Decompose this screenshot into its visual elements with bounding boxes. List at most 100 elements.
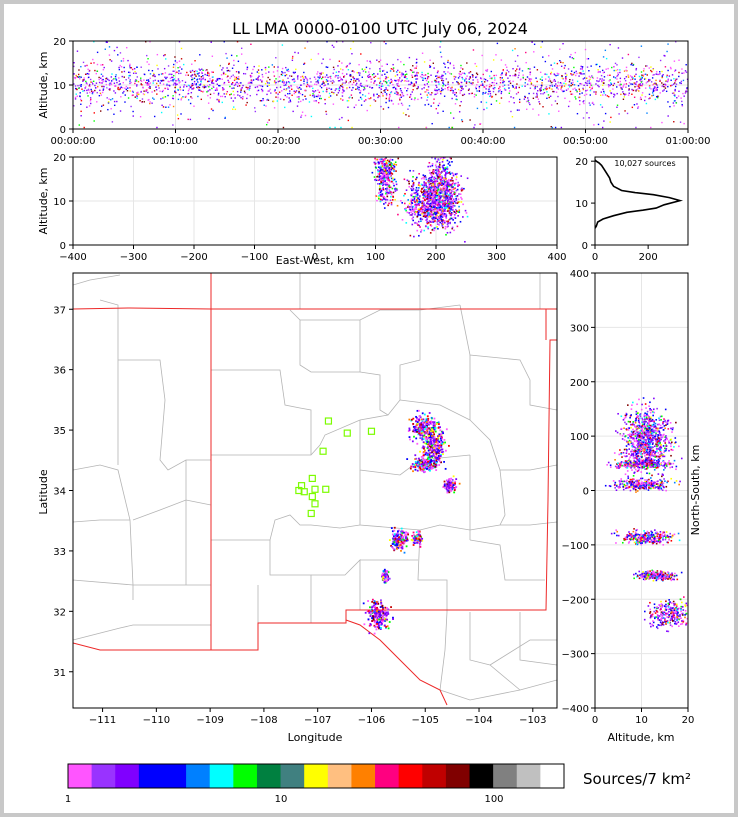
- source-point: [455, 98, 457, 101]
- source-point: [289, 100, 292, 103]
- source-point: [478, 85, 481, 88]
- source-point: [254, 107, 256, 109]
- source-point: [613, 69, 615, 72]
- source-point: [445, 190, 448, 193]
- source-point: [204, 78, 207, 81]
- source-point: [427, 419, 430, 422]
- source-point: [386, 165, 388, 168]
- source-point: [429, 165, 432, 168]
- source-point: [237, 76, 240, 78]
- source-point: [181, 68, 183, 70]
- source-point: [124, 87, 126, 89]
- source-point: [377, 183, 379, 185]
- source-point: [632, 64, 634, 66]
- source-point: [445, 153, 447, 155]
- source-point: [376, 158, 378, 161]
- source-point: [462, 88, 464, 90]
- source-point: [452, 173, 455, 176]
- source-point: [256, 93, 258, 96]
- source-point: [507, 77, 509, 79]
- source-point: [374, 75, 377, 78]
- source-point: [391, 173, 394, 175]
- source-point: [489, 95, 492, 97]
- source-point: [362, 94, 364, 96]
- source-point: [176, 71, 178, 73]
- source-point: [384, 150, 386, 152]
- source-point: [218, 100, 220, 102]
- source-point: [364, 88, 366, 90]
- source-point: [444, 169, 447, 171]
- source-point: [461, 198, 463, 200]
- source-point: [140, 90, 143, 93]
- source-point: [445, 195, 447, 197]
- source-point: [434, 427, 437, 429]
- source-point: [409, 69, 412, 71]
- source-point: [440, 205, 443, 208]
- source-point: [80, 103, 82, 105]
- source-point: [444, 190, 447, 193]
- source-point: [416, 71, 418, 74]
- source-point: [423, 188, 426, 191]
- source-point: [148, 69, 150, 72]
- source-point: [327, 83, 329, 85]
- source-point: [445, 217, 448, 220]
- source-point: [145, 81, 147, 84]
- source-point: [429, 232, 432, 234]
- source-point: [96, 91, 98, 94]
- source-point: [436, 218, 439, 221]
- source-point: [376, 199, 378, 202]
- source-point: [384, 182, 387, 185]
- source-point: [456, 151, 458, 153]
- source-point: [297, 75, 299, 77]
- source-point: [103, 66, 105, 69]
- source-point: [366, 60, 369, 62]
- source-point: [310, 81, 312, 83]
- source-point: [206, 74, 208, 76]
- source-point: [248, 81, 250, 84]
- source-point: [430, 463, 433, 466]
- source-point: [432, 439, 435, 442]
- source-point: [444, 192, 447, 194]
- source-point: [294, 51, 296, 54]
- source-point: [289, 92, 291, 95]
- source-point: [447, 220, 449, 223]
- source-point: [325, 113, 328, 115]
- source-point: [319, 95, 321, 97]
- source-point: [433, 170, 435, 172]
- source-point: [223, 88, 225, 90]
- source-point: [632, 77, 635, 79]
- source-point: [447, 71, 449, 73]
- source-point: [73, 62, 75, 64]
- source-point: [457, 185, 459, 188]
- source-point: [211, 87, 213, 90]
- source-point: [598, 65, 601, 68]
- source-point: [444, 84, 447, 87]
- source-point: [440, 77, 442, 80]
- source-point: [102, 104, 105, 106]
- source-point: [571, 74, 573, 76]
- source-point: [413, 435, 415, 438]
- source-point: [439, 183, 442, 186]
- source-point: [443, 177, 445, 179]
- source-point: [429, 421, 432, 423]
- source-point: [674, 70, 676, 72]
- source-point: [386, 198, 389, 201]
- source-point: [77, 85, 79, 87]
- source-point: [418, 181, 420, 184]
- lma-figure: LL LMA 0000-0100 UTC July 06, 2024 00:00…: [37, 19, 710, 805]
- source-point: [586, 112, 588, 114]
- source-point: [367, 76, 370, 79]
- source-point: [153, 72, 155, 75]
- source-point: [216, 79, 219, 81]
- source-point: [487, 93, 489, 95]
- source-point: [394, 92, 396, 95]
- source-point: [440, 461, 442, 464]
- source-point: [524, 95, 526, 98]
- source-point: [325, 66, 327, 68]
- source-point: [452, 92, 454, 94]
- source-point: [575, 98, 577, 100]
- source-point: [161, 80, 163, 82]
- source-point: [454, 94, 456, 96]
- source-point: [220, 74, 223, 76]
